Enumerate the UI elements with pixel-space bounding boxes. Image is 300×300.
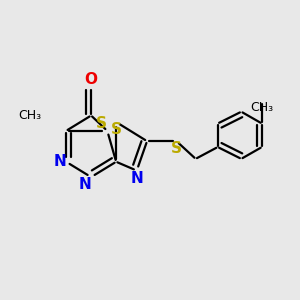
Text: N: N: [53, 154, 66, 169]
Text: CH₃: CH₃: [250, 101, 274, 114]
Text: CH₃: CH₃: [18, 109, 41, 122]
Text: O: O: [85, 72, 98, 87]
Text: N: N: [78, 177, 91, 192]
Text: S: S: [111, 122, 122, 137]
Text: N: N: [130, 171, 143, 186]
Text: S: S: [96, 116, 107, 131]
Text: S: S: [171, 141, 182, 156]
